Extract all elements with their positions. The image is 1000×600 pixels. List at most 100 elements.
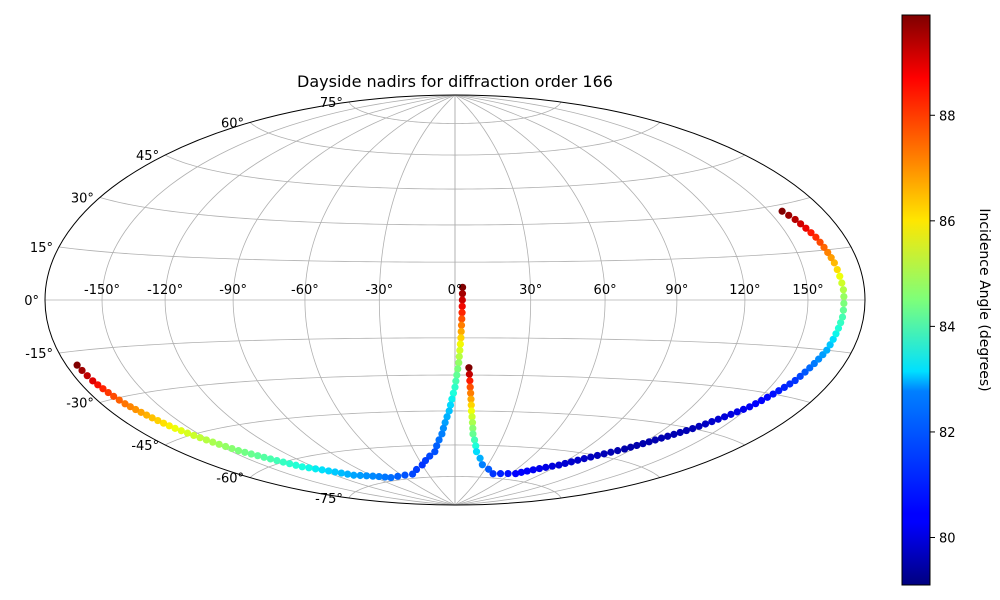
longitude-tick-labels: -150° -120° -90° -60° -30° 0° 30° 60° 90° 120° 150…: [84, 283, 824, 298]
data-point: [171, 424, 179, 432]
data-point: [292, 461, 300, 469]
data-point: [457, 327, 465, 336]
colorbar: 80 82 84 86 88 Incidence Angle (degrees): [901, 14, 992, 586]
data-point: [457, 334, 465, 342]
data-point: [535, 464, 544, 473]
data-point: [769, 390, 777, 398]
data-point: [279, 458, 287, 466]
data-point: [148, 414, 156, 422]
data-point: [542, 463, 550, 471]
data-point: [446, 401, 455, 409]
data-point: [260, 453, 268, 461]
data-point: [627, 443, 635, 451]
data-point: [110, 392, 118, 400]
data-point: [356, 471, 364, 480]
data-point: [837, 319, 845, 327]
data-point: [836, 272, 844, 280]
data-point: [458, 290, 467, 298]
data-point: [418, 461, 426, 469]
data-point: [266, 455, 275, 463]
colorbar-tick-label: 86: [939, 215, 956, 230]
data-point: [780, 383, 788, 391]
data-point: [833, 265, 841, 274]
parallel-line: [58, 246, 852, 263]
data-point: [676, 428, 684, 437]
data-point: [733, 408, 741, 416]
data-point: [824, 248, 832, 257]
data-point: [607, 448, 615, 456]
data-point: [739, 405, 748, 413]
parallel-line: [164, 410, 746, 446]
data-point: [467, 395, 475, 403]
data-point: [458, 296, 466, 304]
data-point: [555, 461, 563, 469]
data-point: [454, 365, 462, 373]
data-point: [121, 400, 129, 408]
data-point: [381, 473, 389, 481]
data-point: [190, 431, 198, 440]
data-point: [165, 422, 173, 430]
data-point: [802, 224, 810, 232]
data-point: [466, 377, 474, 385]
lat-tick-label: -45°: [131, 439, 159, 454]
data-point: [840, 299, 848, 308]
colorbar-gradient: [902, 15, 930, 585]
data-point: [78, 366, 86, 375]
data-point: [209, 438, 217, 446]
data-point: [458, 315, 466, 323]
data-point: [369, 472, 377, 480]
lat-tick-label: -15°: [25, 347, 53, 362]
data-point: [132, 405, 140, 414]
data-point: [467, 407, 476, 415]
data-point: [664, 432, 672, 440]
data-point: [331, 468, 339, 476]
lat-tick-label: 45°: [136, 149, 159, 164]
parallel-line: [249, 444, 661, 478]
data-point: [467, 401, 475, 409]
data-point: [408, 470, 417, 478]
data-point: [73, 361, 81, 369]
data-point: [639, 440, 647, 448]
data-point: [797, 220, 805, 228]
data-point: [682, 426, 690, 435]
data-point: [468, 419, 477, 427]
data-point: [455, 359, 463, 367]
parallel-line: [348, 476, 562, 499]
colorbar-tick-label: 84: [939, 320, 956, 335]
data-point: [567, 458, 575, 466]
data-point: [512, 470, 520, 478]
data-point: [438, 430, 446, 438]
data-point: [820, 243, 828, 251]
colorbar-tick-label: 82: [939, 426, 956, 441]
data-point: [305, 464, 313, 472]
lat-tick-label: 75°: [320, 96, 343, 111]
lon-tick-label: 60°: [594, 283, 617, 298]
data-point: [496, 470, 505, 478]
data-point: [318, 466, 326, 474]
data-point: [529, 466, 537, 474]
graticule-grid: [45, 95, 865, 505]
data-point: [778, 207, 786, 215]
data-point: [298, 463, 306, 471]
data-point: [580, 455, 588, 463]
data-point: [228, 444, 236, 453]
parallel-line: [99, 197, 811, 226]
data-point: [221, 442, 230, 451]
data-point: [791, 376, 799, 385]
data-point: [451, 383, 459, 391]
data-point: [458, 302, 466, 310]
data-point: [126, 403, 134, 411]
data-point: [600, 450, 608, 458]
lon-tick-label: 150°: [792, 283, 823, 298]
data-point: [362, 472, 371, 480]
data-point: [830, 259, 838, 267]
latitude-tick-labels: -75° -60° -45° -30° -15° 0° 15° 30° 45° 60° 75°: [24, 96, 343, 507]
map-boundary: [44, 94, 866, 506]
parallel-line: [348, 101, 562, 124]
data-point: [433, 442, 441, 450]
lat-tick-label: -75°: [315, 492, 343, 507]
lon-tick-label: -90°: [219, 283, 247, 298]
data-point: [746, 403, 754, 411]
data-point: [254, 452, 262, 460]
data-point: [806, 364, 814, 372]
